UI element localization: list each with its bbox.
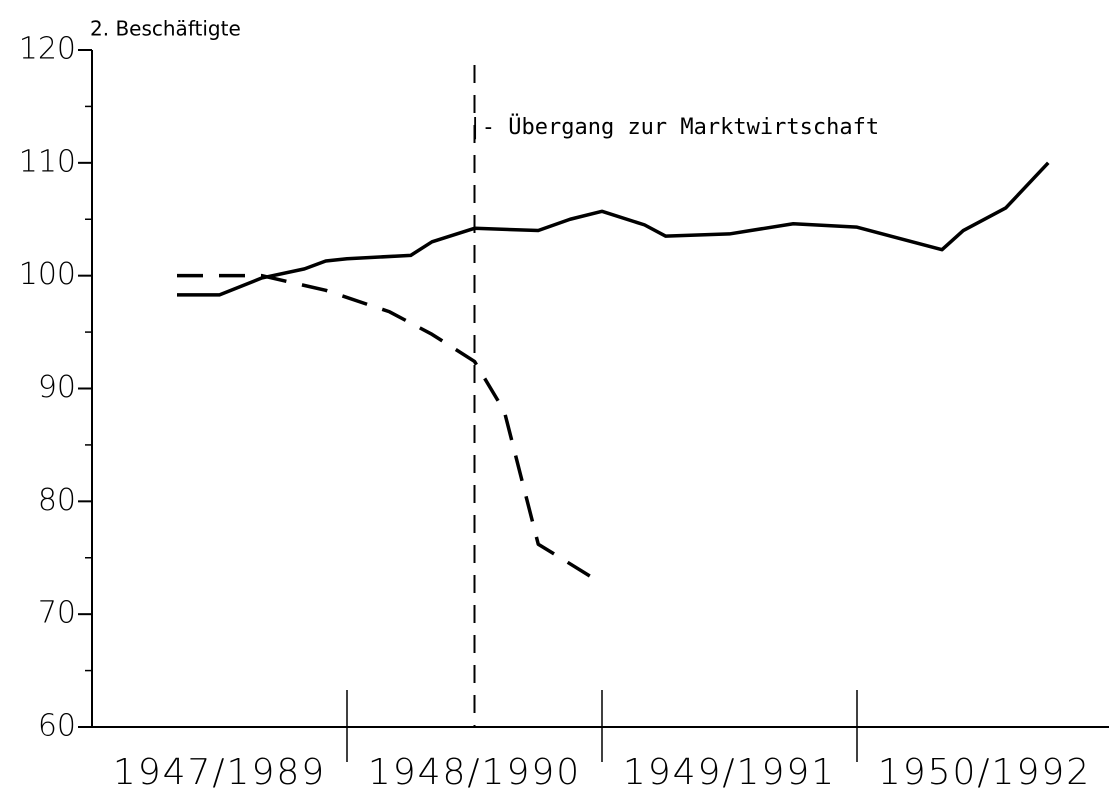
annotation: |- Übergang zur Marktwirtschaft (469, 114, 880, 140)
y-tick-label: 80 (38, 483, 76, 518)
y-tick-label: 90 (38, 370, 76, 405)
line-series (177, 273, 593, 579)
chart-title: 2. Beschäftigte (90, 17, 241, 41)
x-tick-label: 1947/1989 (113, 752, 326, 793)
x-tick-label: 1949/1991 (623, 752, 836, 793)
y-tick-label: 110 (19, 144, 76, 179)
x-tick-label: 1950/1992 (878, 752, 1091, 793)
line-series (177, 161, 1050, 297)
y-tick-label: 60 (38, 709, 76, 744)
y-tick-label: 120 (19, 32, 76, 67)
y-tick-label: 70 (38, 596, 76, 631)
y-tick-label: 100 (19, 257, 76, 292)
x-tick-label: 1948/1990 (368, 752, 581, 793)
